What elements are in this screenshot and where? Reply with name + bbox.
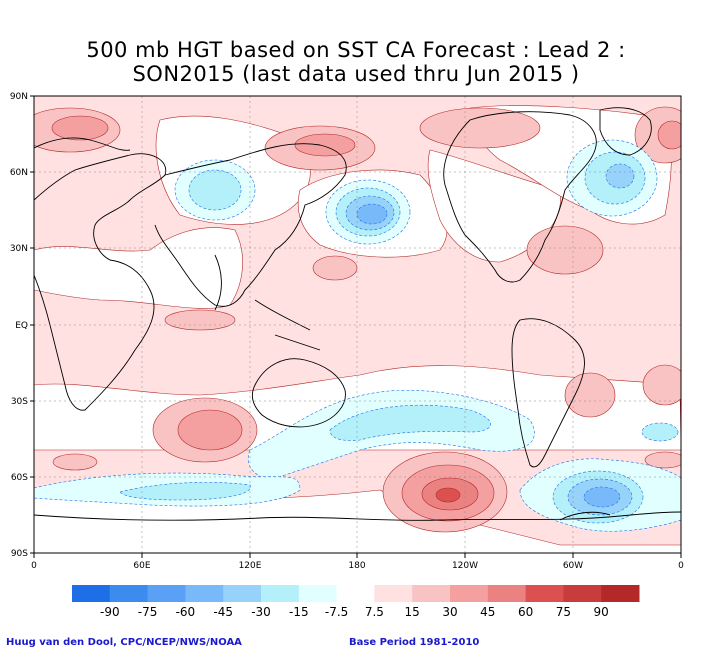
colorbar-label: 30	[442, 605, 457, 619]
lat-label-5: 60S	[11, 473, 28, 483]
lat-label-6: 90S	[11, 549, 28, 559]
colorbar-labels: -90 -75 -60 -45 -30 -15 -7.5 7.5 15 30 45 60 75 90	[100, 605, 609, 619]
colorbar-label: -15	[289, 605, 309, 619]
colorbar-label: 90	[594, 605, 609, 619]
colorbar-swatch	[450, 585, 489, 602]
colorbar-label: 15	[405, 605, 420, 619]
colorbar-swatch	[72, 585, 111, 602]
credit-text: Huug van den Dool, CPC/NCEP/NWS/NOAA	[6, 637, 242, 648]
negative-anomalies	[34, 139, 681, 532]
colorbar-swatch	[601, 585, 640, 602]
positive-anomalies	[34, 106, 681, 533]
colorbar-swatch	[374, 585, 413, 602]
colorbar-label: -7.5	[325, 605, 348, 619]
lat-label-2: 30N	[10, 244, 28, 254]
chart-title-line-1: 500 mb HGT based on SST CA Forecast : Le…	[86, 38, 626, 62]
colorbar-swatch	[563, 585, 602, 602]
lat-labels: 90N 60N 30N EQ 30S 60S 90S	[10, 92, 28, 559]
colorbar-swatch	[185, 585, 224, 602]
lon-label-1: 60E	[133, 561, 150, 571]
lat-label-0: 90N	[10, 92, 28, 102]
lat-ticks	[30, 95, 34, 554]
colorbar-swatch	[147, 585, 186, 602]
colorbar-swatch	[336, 585, 375, 602]
lon-label-2: 120E	[239, 561, 262, 571]
graticule	[34, 96, 681, 553]
colorbar-label: 7.5	[365, 605, 384, 619]
colorbar-swatches	[72, 585, 640, 602]
colorbar-label: -90	[100, 605, 120, 619]
colorbar-swatch	[487, 585, 527, 602]
colorbar-label: -60	[176, 605, 196, 619]
colorbar-label: 45	[480, 605, 495, 619]
colorbar-swatch	[223, 585, 262, 602]
coastlines	[34, 107, 681, 521]
lon-label-6: 0	[678, 561, 684, 571]
colorbar-label: 75	[556, 605, 571, 619]
lon-ticks	[33, 553, 682, 558]
colorbar-swatch	[525, 585, 564, 602]
lat-label-1: 60N	[10, 168, 28, 178]
anomaly-field	[34, 96, 681, 553]
base-period-text: Base Period 1981-2010	[349, 637, 480, 648]
lon-label-5: 60W	[563, 561, 583, 571]
colorbar-label: -75	[138, 605, 158, 619]
colorbar-swatch	[261, 585, 300, 602]
colorbar-label: -30	[251, 605, 271, 619]
chart-title-line-2: SON2015 (last data used thru Jun 2015 )	[132, 62, 580, 86]
lon-label-4: 120W	[452, 561, 478, 571]
colorbar-label: -45	[213, 605, 233, 619]
colorbar-swatch	[298, 585, 338, 602]
lat-label-3: EQ	[15, 321, 28, 331]
lon-label-0: 0	[31, 561, 37, 571]
colorbar-swatch	[412, 585, 451, 602]
lon-labels: 0 60E 120E 180 120W 60W 0	[31, 561, 684, 571]
lat-label-4: 30S	[11, 397, 28, 407]
colorbar-swatch	[109, 585, 149, 602]
colorbar-label: 60	[518, 605, 533, 619]
lon-label-3: 180	[348, 561, 365, 571]
